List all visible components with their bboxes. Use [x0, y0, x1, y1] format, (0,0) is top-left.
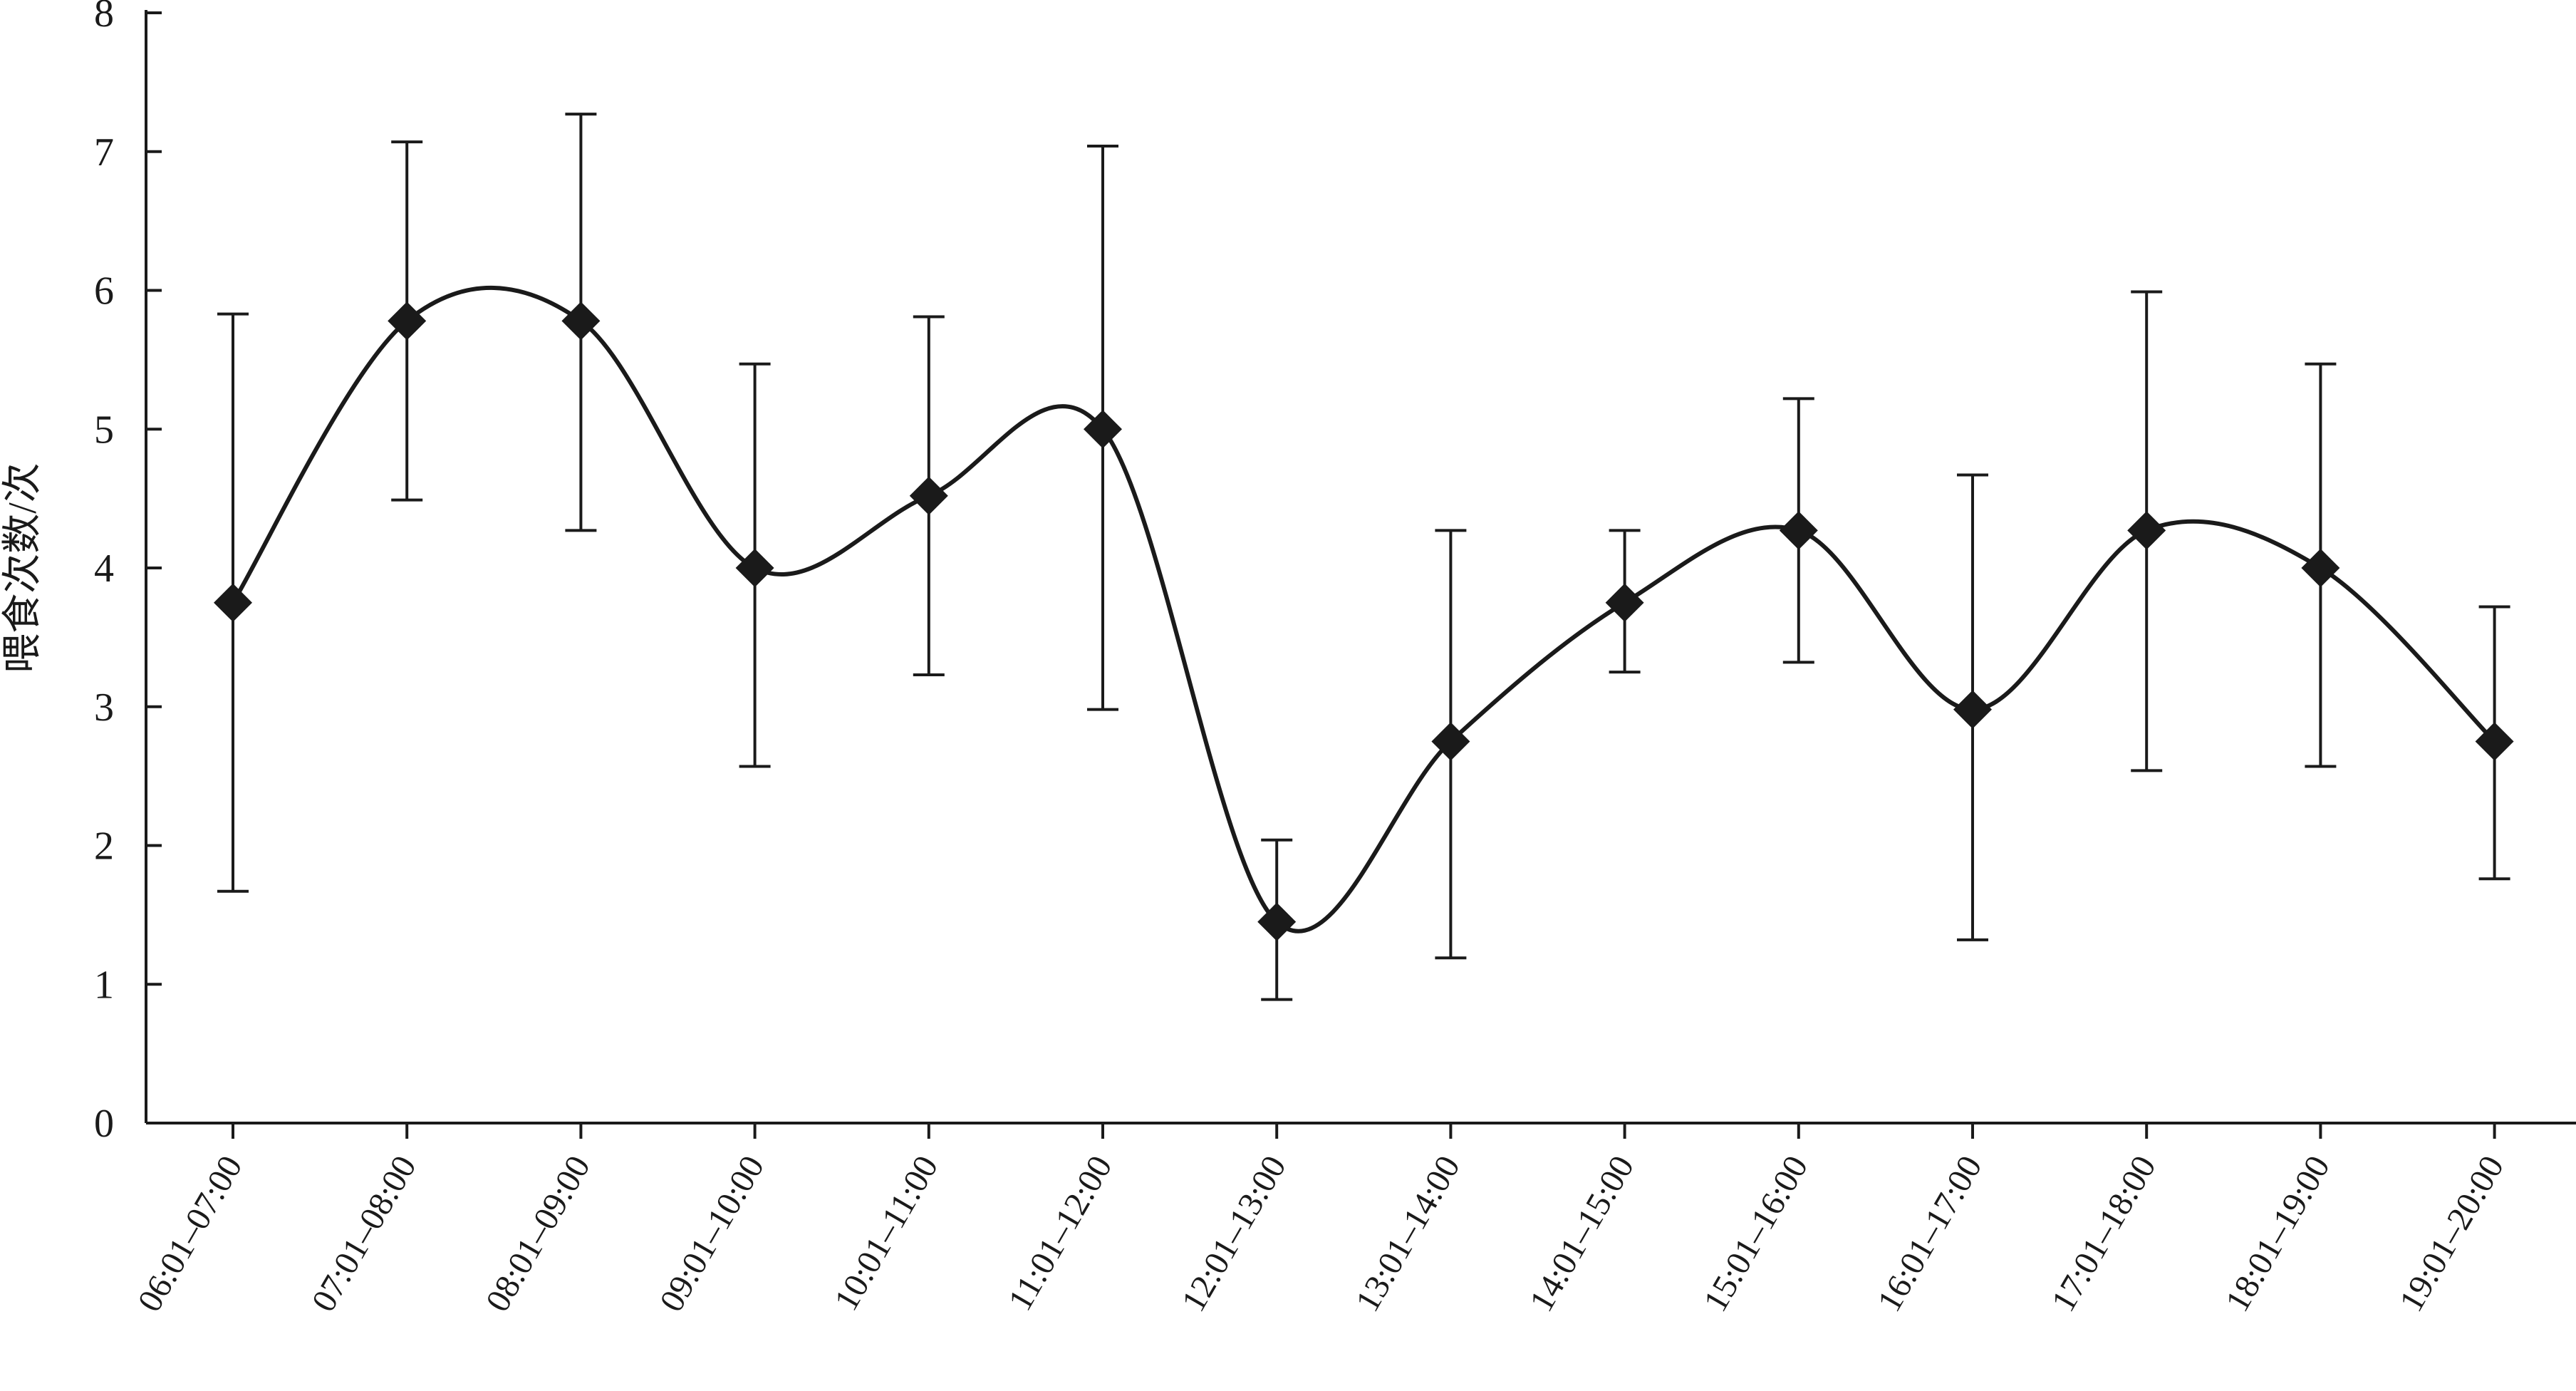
data-point: [1431, 722, 1470, 761]
x-tick-label: 16:01–17:00: [1870, 1149, 1989, 1318]
data-point: [1257, 902, 1297, 941]
y-axis-ticks: 0 1 2 3 4 5 6 7 8: [94, 0, 162, 1146]
data-point: [735, 549, 774, 587]
x-tick-label: 14:01–15:00: [1522, 1149, 1641, 1318]
y-tick-label: 7: [94, 130, 114, 175]
data-point: [2475, 722, 2514, 761]
markers: [214, 301, 2514, 941]
data-point: [1605, 583, 1644, 622]
y-tick-label: 6: [94, 269, 114, 314]
x-axis-ticks: 06:01–07:00 07:01–08:00 08:01–09:00 09:01–1…: [130, 1123, 2511, 1318]
data-point: [1084, 410, 1122, 449]
x-tick-label: 15:01–16:00: [1696, 1149, 1815, 1318]
series-line-group: [231, 285, 2496, 934]
y-tick-label: 8: [94, 0, 114, 36]
x-tick-label: 06:01–07:00: [130, 1149, 249, 1318]
y-axis-title-group: 喂食次数/次: [1, 462, 45, 673]
data-point: [2127, 511, 2166, 550]
error-bars: [217, 113, 2510, 1001]
data-point: [561, 301, 601, 341]
data-point: [388, 301, 427, 341]
y-tick-label: 1: [94, 963, 114, 1007]
y-tick-label: 5: [94, 408, 114, 452]
x-tick-label: 13:01–14:00: [1349, 1149, 1468, 1318]
data-point: [1779, 511, 1818, 550]
data-point: [1953, 690, 1992, 729]
axes: [145, 10, 2576, 1124]
y-tick-label: 0: [94, 1102, 114, 1146]
y-axis-title: 喂食次数/次: [1, 462, 45, 673]
data-point: [2301, 549, 2340, 587]
y-tick-label: 2: [94, 824, 114, 869]
y-tick-label: 4: [94, 547, 114, 591]
x-tick-label: 08:01–09:00: [479, 1149, 598, 1318]
x-tick-label: 19:01–20:00: [2392, 1149, 2511, 1318]
x-tick-label: 07:01–08:00: [304, 1149, 423, 1318]
data-point: [909, 476, 948, 515]
x-tick-label: 17:01–18:00: [2044, 1149, 2163, 1318]
x-tick-label: 11:01–12:00: [1001, 1149, 1119, 1317]
data-point: [214, 583, 252, 622]
x-tick-label: 12:01–13:00: [1174, 1149, 1293, 1318]
series-line: [231, 285, 2496, 934]
x-tick-label: 10:01–11:00: [827, 1149, 945, 1317]
x-tick-label: 09:01–10:00: [653, 1149, 772, 1318]
x-tick-label: 18:01–19:00: [2218, 1149, 2337, 1318]
y-tick-label: 3: [94, 686, 114, 730]
